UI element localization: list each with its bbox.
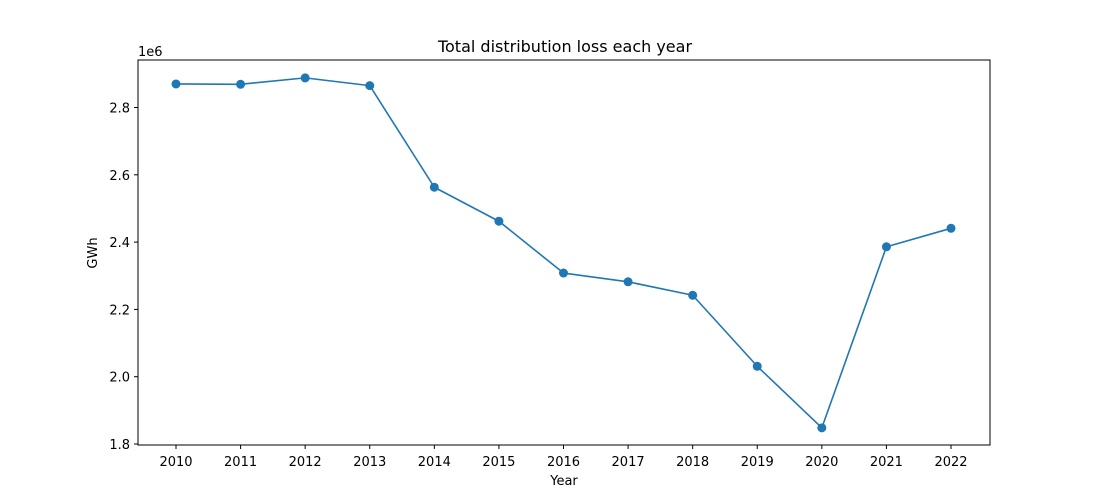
x-axis-title: Year	[549, 474, 578, 489]
data-point	[494, 216, 504, 226]
data-point	[623, 277, 633, 287]
data-point	[429, 182, 439, 192]
data-point	[688, 290, 698, 300]
x-tick-label: 2019	[741, 455, 774, 470]
data-point	[365, 81, 375, 91]
x-tick-label: 2015	[482, 455, 515, 470]
x-tick-label: 2010	[159, 455, 192, 470]
series-layer	[171, 73, 956, 433]
y-tick-label: 2.6	[109, 169, 130, 184]
x-tick-label: 2012	[289, 455, 322, 470]
chart-title: Total distribution loss each year	[437, 37, 693, 56]
data-point	[236, 79, 246, 89]
x-tick-label: 2017	[612, 455, 645, 470]
x-tick-label: 2016	[547, 455, 580, 470]
y-tick-label: 2.4	[109, 236, 130, 251]
x-tick-label: 2018	[676, 455, 709, 470]
x-tick-label: 2022	[934, 455, 967, 470]
x-axis-ticks: 2010 2011 2012 2013 2014 2015 2016 2017 2018 2019…	[159, 445, 968, 470]
series-line	[175, 77, 952, 429]
data-point	[752, 361, 762, 371]
data-point	[946, 223, 956, 233]
data-point	[300, 73, 310, 83]
x-tick-label: 2014	[418, 455, 451, 470]
data-point	[559, 268, 568, 278]
y-tick-label: 1.8	[109, 438, 130, 453]
data-point	[171, 79, 181, 89]
data-point	[881, 242, 891, 252]
x-tick-label: 2013	[353, 455, 386, 470]
y-tick-label: 2.0	[109, 371, 130, 386]
data-point	[817, 423, 827, 433]
plot-frame	[137, 59, 991, 446]
y-axis-title: GWh	[86, 237, 101, 268]
x-tick-label: 2021	[870, 455, 903, 470]
y-tick-label: 2.2	[109, 303, 130, 318]
x-tick-label: 2011	[224, 455, 257, 470]
y-offset-label: 1e6	[138, 45, 163, 60]
x-tick-label: 2020	[805, 455, 838, 470]
y-axis-ticks: 1.8 2.0 2.2 2.4 2.6 2.8	[109, 102, 138, 453]
y-tick-label: 2.8	[109, 102, 130, 117]
